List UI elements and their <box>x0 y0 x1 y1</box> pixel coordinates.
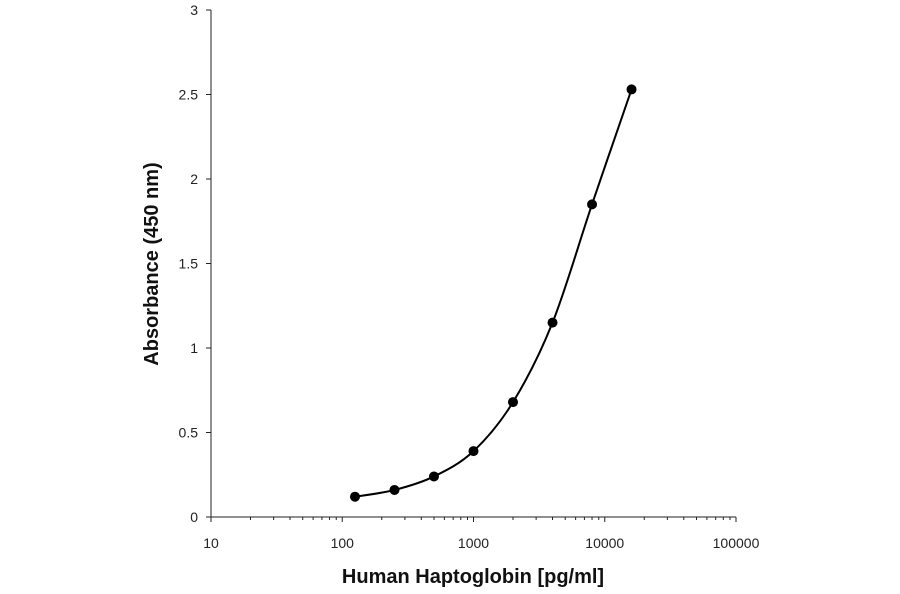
data-point <box>547 317 558 328</box>
data-point <box>468 446 479 457</box>
y-tick-label: 1.5 <box>179 256 199 272</box>
data-point <box>587 199 598 210</box>
x-tick-label: 100000 <box>713 535 760 551</box>
plot-area <box>349 84 637 502</box>
axes: 0 0.5 1 1.5 2 2.5 3 10 100 1000 10000 100000 <box>179 2 760 551</box>
x-tick-label: 100 <box>331 535 355 551</box>
y-tick-label: 0 <box>190 509 198 525</box>
data-point <box>508 397 519 408</box>
data-point <box>428 471 439 482</box>
x-tick-label: 10 <box>203 535 219 551</box>
x-tick-label: 1000 <box>458 535 489 551</box>
x-tick-label: 10000 <box>585 535 624 551</box>
y-axis-title: Absorbance (450 nm) <box>141 162 163 365</box>
y-tick-label: 0.5 <box>179 425 199 441</box>
x-axis-title: Human Haptoglobin [pg/ml] <box>342 566 604 588</box>
series-line <box>354 89 633 498</box>
y-tick-label: 2 <box>190 171 198 187</box>
y-tick-label: 2.5 <box>179 87 199 103</box>
data-point <box>626 84 637 95</box>
y-tick-label: 3 <box>190 2 198 18</box>
y-tick-label: 1 <box>190 340 198 356</box>
data-point <box>349 491 360 502</box>
data-point <box>389 484 400 495</box>
